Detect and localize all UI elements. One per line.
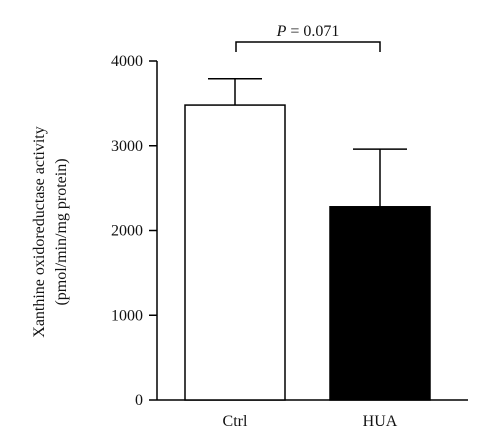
plot-area: 0 1000 2000 3000 4000 Ctrl HUA bbox=[111, 53, 468, 430]
y-tick-label: 0 bbox=[135, 392, 143, 409]
x-tick-label-ctrl: Ctrl bbox=[223, 413, 248, 430]
y-axis-label-line1: Xanthine oxidoreductase activity bbox=[31, 126, 48, 337]
p-value-label: P = 0.071 bbox=[276, 23, 340, 40]
y-tick-label: 4000 bbox=[111, 53, 143, 70]
significance-annotation: P = 0.071 bbox=[235, 23, 381, 52]
y-tick-label: 1000 bbox=[111, 307, 143, 324]
significance-bracket bbox=[235, 41, 381, 52]
p-symbol: P bbox=[276, 23, 287, 40]
x-tick-label-hua: HUA bbox=[363, 413, 398, 430]
p-value: = 0.071 bbox=[286, 23, 339, 40]
bar-ctrl bbox=[184, 104, 286, 401]
y-tick-label: 2000 bbox=[111, 223, 143, 240]
y-axis-label-line2: (pmol/min/mg protein) bbox=[53, 158, 70, 305]
y-axis-label: Xanthine oxidoreductase activity (pmol/m… bbox=[31, 126, 70, 337]
bar-hua bbox=[329, 206, 431, 401]
y-tick-label: 3000 bbox=[111, 138, 143, 155]
